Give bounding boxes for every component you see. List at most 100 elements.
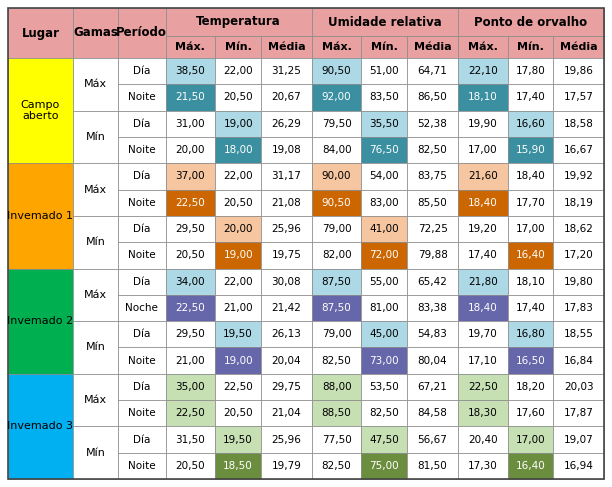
Text: 16,60: 16,60: [515, 119, 545, 129]
Bar: [166, 84, 215, 111]
Text: 22,50: 22,50: [176, 198, 205, 208]
Text: 31,00: 31,00: [176, 119, 205, 129]
Text: 29,75: 29,75: [272, 382, 301, 392]
Bar: [118, 453, 166, 479]
Text: 35,50: 35,50: [370, 119, 399, 129]
Text: 18,20: 18,20: [515, 382, 545, 392]
Text: 18,19: 18,19: [564, 198, 594, 208]
Bar: [166, 58, 215, 84]
Text: 56,67: 56,67: [417, 434, 447, 445]
Text: 18,58: 18,58: [564, 119, 594, 129]
Text: 16,94: 16,94: [564, 461, 594, 471]
Text: 75,00: 75,00: [370, 461, 399, 471]
Bar: [458, 58, 507, 84]
Text: Noite: Noite: [128, 356, 155, 366]
Bar: [118, 216, 166, 242]
Text: 83,38: 83,38: [417, 303, 447, 313]
Text: Umidade relativa: Umidade relativa: [328, 16, 442, 29]
Bar: [458, 84, 507, 111]
Text: Día: Día: [133, 66, 151, 76]
Text: Invemado 1: Invemado 1: [7, 211, 73, 221]
Text: 21,08: 21,08: [272, 198, 301, 208]
Text: 18,55: 18,55: [564, 329, 594, 339]
Bar: [166, 427, 215, 453]
Text: 20,03: 20,03: [564, 382, 594, 392]
Text: Invemado 2: Invemado 2: [7, 316, 73, 326]
Text: 47,50: 47,50: [370, 434, 399, 445]
Bar: [312, 36, 362, 58]
Bar: [458, 295, 507, 321]
Text: 16,80: 16,80: [515, 329, 545, 339]
Text: 21,04: 21,04: [272, 408, 301, 418]
Bar: [407, 453, 458, 479]
Text: 52,38: 52,38: [417, 119, 447, 129]
Bar: [118, 321, 166, 347]
Text: 22,50: 22,50: [176, 408, 205, 418]
Bar: [507, 84, 553, 111]
Bar: [458, 111, 507, 137]
Bar: [362, 58, 407, 84]
Text: 21,00: 21,00: [176, 356, 205, 366]
Bar: [362, 189, 407, 216]
Bar: [73, 268, 118, 321]
Bar: [507, 400, 553, 427]
Text: Invemado 3: Invemado 3: [7, 421, 73, 431]
Text: 18,40: 18,40: [468, 303, 498, 313]
Bar: [261, 347, 312, 374]
Bar: [261, 242, 312, 268]
Bar: [261, 268, 312, 295]
Text: 79,88: 79,88: [417, 250, 447, 261]
Bar: [362, 427, 407, 453]
Text: 67,21: 67,21: [417, 382, 447, 392]
Text: 22,50: 22,50: [176, 303, 205, 313]
Text: Día: Día: [133, 434, 151, 445]
Text: 18,62: 18,62: [564, 224, 594, 234]
Bar: [507, 216, 553, 242]
Bar: [407, 321, 458, 347]
Text: 22,50: 22,50: [223, 382, 253, 392]
Bar: [458, 8, 604, 36]
Text: Temperatura: Temperatura: [196, 16, 281, 29]
Bar: [553, 137, 604, 163]
Bar: [362, 453, 407, 479]
Text: 21,42: 21,42: [272, 303, 301, 313]
Text: Noite: Noite: [128, 145, 155, 155]
Text: 19,80: 19,80: [564, 277, 594, 287]
Bar: [261, 295, 312, 321]
Bar: [362, 374, 407, 400]
Text: Noite: Noite: [128, 250, 155, 261]
Bar: [166, 347, 215, 374]
Bar: [553, 36, 604, 58]
Text: 88,00: 88,00: [322, 382, 351, 392]
Bar: [118, 163, 166, 189]
Bar: [215, 295, 261, 321]
Bar: [261, 321, 312, 347]
Text: 88,50: 88,50: [322, 408, 351, 418]
Text: 19,50: 19,50: [223, 434, 253, 445]
Bar: [458, 268, 507, 295]
Bar: [553, 347, 604, 374]
Bar: [312, 163, 362, 189]
Text: 82,50: 82,50: [370, 408, 399, 418]
Bar: [118, 137, 166, 163]
Bar: [166, 453, 215, 479]
Text: 73,00: 73,00: [370, 356, 399, 366]
Text: 16,84: 16,84: [564, 356, 594, 366]
Text: 20,50: 20,50: [223, 93, 253, 102]
Bar: [458, 427, 507, 453]
Text: 18,50: 18,50: [223, 461, 253, 471]
Bar: [166, 400, 215, 427]
Bar: [553, 111, 604, 137]
Bar: [166, 321, 215, 347]
Text: 54,83: 54,83: [417, 329, 447, 339]
Text: 17,30: 17,30: [468, 461, 498, 471]
Text: 18,30: 18,30: [468, 408, 498, 418]
Text: 22,10: 22,10: [468, 66, 498, 76]
Text: 17,10: 17,10: [468, 356, 498, 366]
Bar: [458, 163, 507, 189]
Bar: [458, 400, 507, 427]
Bar: [261, 163, 312, 189]
Bar: [553, 242, 604, 268]
Text: 20,50: 20,50: [223, 198, 253, 208]
Bar: [261, 189, 312, 216]
